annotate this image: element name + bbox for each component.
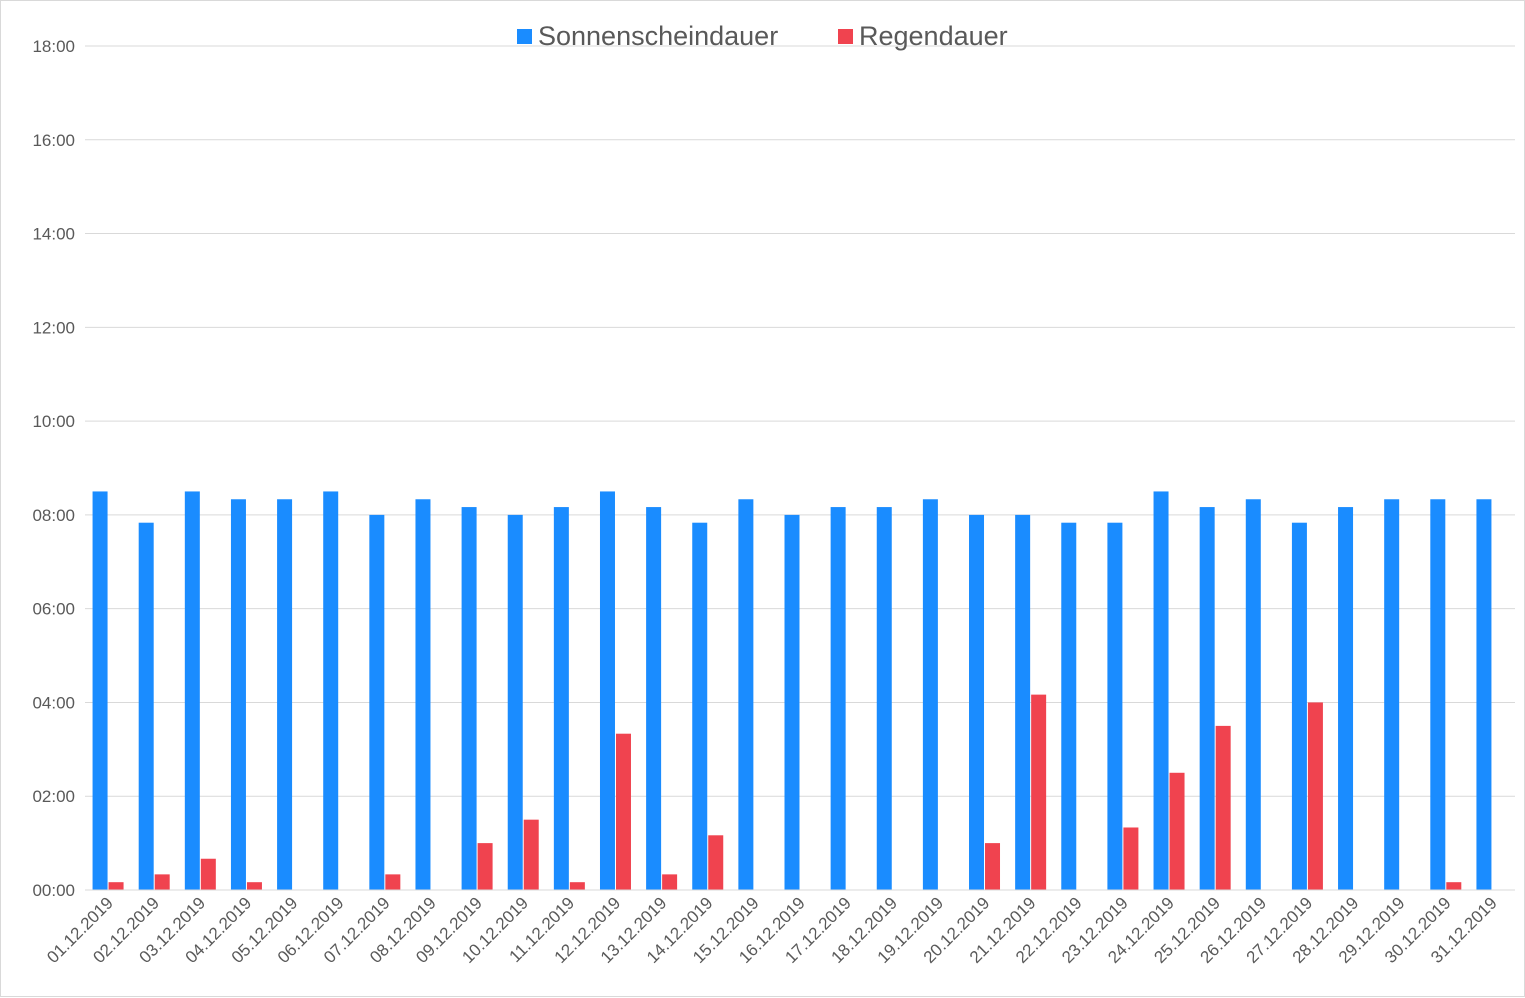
- y-axis-ticks: 00:00 02:00 04:00 06:00 08:00 10:00 12:00 14:00…: [32, 37, 75, 900]
- bar-regendauer-20.12.2019: [985, 843, 1001, 890]
- bars: [85, 491, 1515, 891]
- bar-sonnenscheindauer-31.12.2019: [1476, 499, 1492, 890]
- bar-regendauer-23.12.2019: [1123, 827, 1139, 890]
- y-tick-label: 06:00: [32, 600, 75, 619]
- y-tick-label: 18:00: [32, 37, 75, 56]
- bar-sonnenscheindauer-07.12.2019: [369, 514, 385, 890]
- bar-regendauer-25.12.2019: [1215, 725, 1231, 890]
- y-tick-label: 16:00: [32, 131, 75, 150]
- x-axis-ticks: 01.12.201902.12.201903.12.201904.12.2019…: [43, 893, 1500, 967]
- bar-sonnenscheindauer-19.12.2019: [922, 499, 938, 890]
- legend-swatch-sonnenscheindauer: [517, 29, 532, 44]
- bar-sonnenscheindauer-25.12.2019: [1199, 507, 1215, 890]
- bar-sonnenscheindauer-02.12.2019: [138, 522, 154, 890]
- bar-regendauer-21.12.2019: [1031, 694, 1047, 890]
- bar-regendauer-04.12.2019: [246, 882, 262, 890]
- bar-sonnenscheindauer-18.12.2019: [876, 507, 892, 890]
- bar-sonnenscheindauer-14.12.2019: [692, 522, 708, 890]
- bar-sonnenscheindauer-05.12.2019: [277, 499, 293, 890]
- bar-regendauer-02.12.2019: [154, 874, 170, 890]
- legend-label-sonnenscheindauer: Sonnenscheindauer: [538, 21, 778, 51]
- bar-sonnenscheindauer-09.12.2019: [461, 507, 477, 890]
- bar-sonnenscheindauer-04.12.2019: [230, 499, 246, 890]
- y-tick-label: 12:00: [32, 318, 75, 337]
- bar-regendauer-01.12.2019: [108, 882, 124, 890]
- bar-regendauer-07.12.2019: [385, 874, 401, 890]
- bar-sonnenscheindauer-13.12.2019: [646, 507, 662, 890]
- y-tick-label: 02:00: [32, 787, 75, 806]
- bar-regendauer-03.12.2019: [200, 858, 216, 890]
- bar-sonnenscheindauer-21.12.2019: [1015, 514, 1031, 890]
- y-tick-label: 00:00: [32, 881, 75, 900]
- legend-swatch-regendauer: [838, 29, 853, 44]
- bar-sonnenscheindauer-29.12.2019: [1384, 499, 1400, 890]
- legend: Sonnenscheindauer Regendauer: [517, 21, 1008, 51]
- bar-regendauer-09.12.2019: [477, 843, 493, 890]
- y-tick-label: 08:00: [32, 506, 75, 525]
- bar-sonnenscheindauer-20.12.2019: [969, 514, 985, 890]
- bar-sonnenscheindauer-17.12.2019: [830, 507, 846, 890]
- legend-label-regendauer: Regendauer: [859, 21, 1008, 51]
- bar-regendauer-13.12.2019: [662, 874, 678, 890]
- bar-sonnenscheindauer-26.12.2019: [1245, 499, 1261, 890]
- bar-sonnenscheindauer-12.12.2019: [599, 491, 615, 890]
- bar-regendauer-24.12.2019: [1169, 772, 1185, 890]
- bar-sonnenscheindauer-28.12.2019: [1338, 507, 1354, 890]
- bar-regendauer-12.12.2019: [615, 733, 631, 890]
- y-tick-label: 14:00: [32, 225, 75, 244]
- bar-regendauer-27.12.2019: [1307, 702, 1323, 890]
- y-tick-label: 04:00: [32, 693, 75, 712]
- bar-sonnenscheindauer-03.12.2019: [184, 491, 200, 890]
- bar-sonnenscheindauer-24.12.2019: [1153, 491, 1169, 890]
- bar-sonnenscheindauer-08.12.2019: [415, 499, 431, 890]
- bar-sonnenscheindauer-11.12.2019: [553, 507, 569, 890]
- bar-regendauer-30.12.2019: [1446, 882, 1462, 890]
- bar-regendauer-10.12.2019: [523, 819, 539, 890]
- bar-regendauer-14.12.2019: [708, 835, 724, 890]
- bar-sonnenscheindauer-30.12.2019: [1430, 499, 1446, 890]
- bar-sonnenscheindauer-01.12.2019: [92, 491, 108, 890]
- bar-sonnenscheindauer-27.12.2019: [1291, 522, 1307, 890]
- bar-regendauer-11.12.2019: [569, 882, 585, 890]
- bar-sonnenscheindauer-23.12.2019: [1107, 522, 1123, 890]
- bar-sonnenscheindauer-06.12.2019: [323, 491, 339, 890]
- bar-sonnenscheindauer-15.12.2019: [738, 499, 754, 890]
- bar-sonnenscheindauer-16.12.2019: [784, 514, 800, 890]
- y-tick-label: 10:00: [32, 412, 75, 431]
- bar-sonnenscheindauer-10.12.2019: [507, 514, 523, 890]
- bar-sonnenscheindauer-22.12.2019: [1061, 522, 1077, 890]
